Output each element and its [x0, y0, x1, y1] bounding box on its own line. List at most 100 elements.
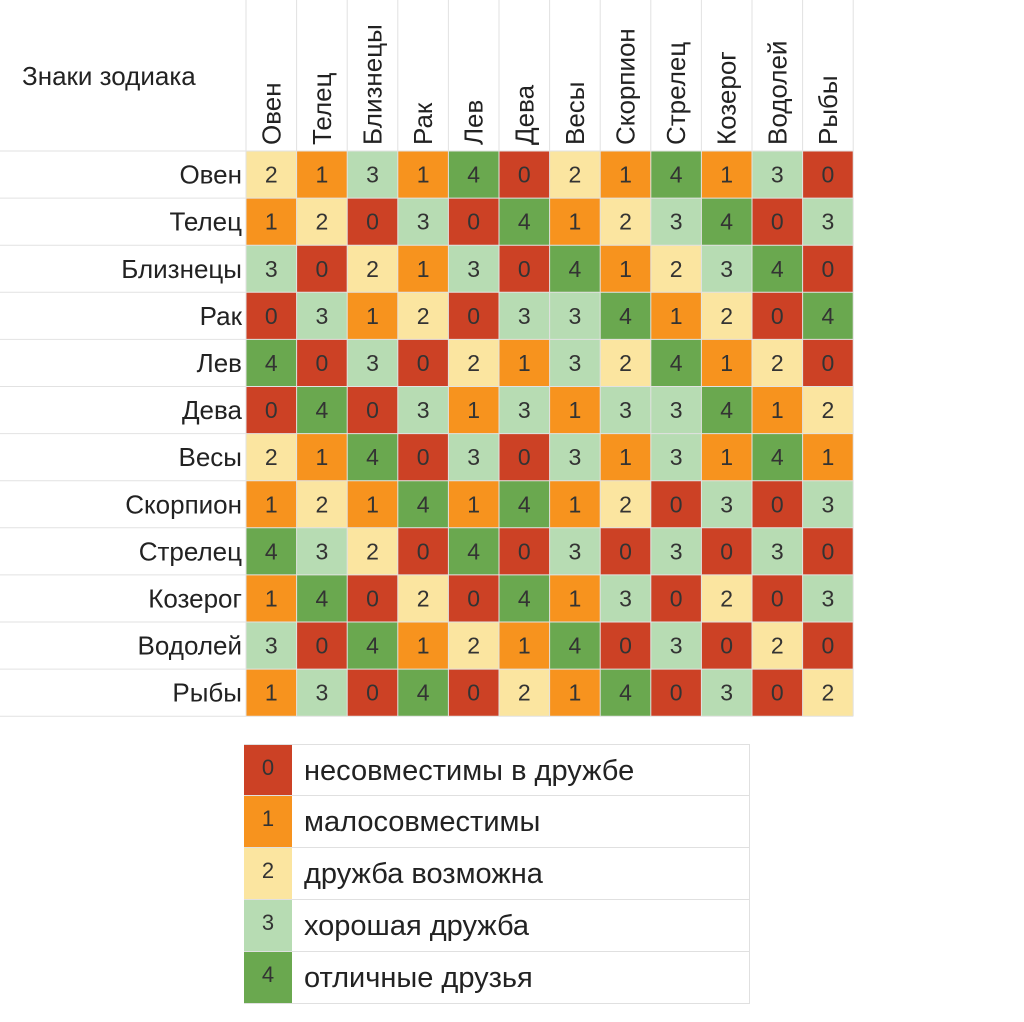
heatmap-cell	[549, 622, 601, 670]
row-label: Телец	[169, 207, 242, 237]
heatmap-cell	[246, 622, 297, 670]
heatmap-cell	[802, 669, 854, 717]
cell-value-label: 4	[720, 209, 733, 235]
cell-value-label: 3	[720, 256, 733, 282]
heatmap-cell	[397, 339, 449, 387]
cell-value-label: 0	[417, 350, 430, 376]
cell-value-label: 1	[720, 350, 733, 376]
heatmap-cell	[296, 433, 348, 481]
row-label: Весы	[179, 442, 243, 472]
heatmap-cell	[802, 574, 854, 622]
cell-value-label: 4	[822, 303, 835, 329]
column-label: Козерог	[712, 51, 742, 145]
cell-value-label: 0	[822, 350, 835, 376]
heatmap-cell	[650, 669, 702, 717]
heatmap-cell	[752, 198, 803, 246]
cell-value-label: 3	[518, 397, 531, 423]
cell-value-label: 2	[366, 538, 379, 564]
heatmap-cell	[397, 151, 449, 199]
cell-value-label: 0	[366, 680, 379, 706]
legend-item: 0 несовместимы в дружбе	[244, 744, 750, 796]
column-label: Водолей	[762, 41, 792, 145]
heatmap-cell	[397, 574, 449, 622]
cell-value-label: 2	[670, 256, 683, 282]
heatmap-cell	[549, 527, 601, 575]
heatmap-cell	[802, 386, 854, 434]
heatmap-cell	[296, 669, 348, 717]
cell-value-label: 4	[316, 397, 329, 423]
compatibility-heatmap: 2 1 3 1 4 0 2 1 4 1 3 0 1 2 0 3 0 4 1 2 3 4 0 3 3 0 2 1 3 0 4 1 2 3 4 0 0 3 1 2…	[0, 0, 854, 717]
cell-value-label: 2	[771, 350, 784, 376]
cell-value-label: 2	[467, 350, 480, 376]
heatmap-cell	[246, 245, 297, 293]
heatmap-cell	[650, 245, 702, 293]
heatmap-cell	[600, 669, 651, 717]
cell-value-label: 3	[670, 209, 683, 235]
cell-value-label: 0	[265, 303, 278, 329]
heatmap-cell	[296, 198, 348, 246]
cell-value-label: 0	[771, 303, 784, 329]
heatmap-cell	[802, 198, 854, 246]
legend-label: несовместимы в дружбе	[304, 755, 635, 787]
heatmap-cell	[701, 574, 752, 622]
heatmap-cell	[347, 574, 398, 622]
cell-value-label: 4	[417, 680, 430, 706]
cell-value-label: 0	[670, 585, 683, 611]
cell-value-label: 0	[366, 209, 379, 235]
heatmap-cell	[296, 339, 348, 387]
heatmap-cell	[499, 151, 550, 199]
cell-value-label: 0	[771, 680, 784, 706]
heatmap-cell	[701, 339, 752, 387]
cell-value-label: 4	[265, 538, 278, 564]
heatmap-cell	[246, 292, 297, 340]
heatmap-cell	[752, 527, 803, 575]
cell-value-label: 3	[670, 538, 683, 564]
heatmap-cell	[701, 527, 752, 575]
cell-value-label: 0	[771, 585, 784, 611]
cell-value-label: 3	[822, 491, 835, 517]
cell-value-label: 3	[619, 585, 632, 611]
heatmap-cell	[650, 433, 702, 481]
cell-value-label: 1	[265, 680, 278, 706]
cell-value-label: 0	[518, 256, 531, 282]
heatmap-cell	[600, 151, 651, 199]
heatmap-cell	[650, 574, 702, 622]
cell-value-label: 0	[518, 444, 531, 470]
cell-value-label: 0	[619, 633, 632, 659]
cell-value-label: 1	[316, 162, 329, 188]
cell-value-label: 0	[417, 538, 430, 564]
heatmap-cell	[296, 480, 348, 528]
column-label: Стрелец	[661, 42, 691, 145]
heatmap-cell	[347, 151, 398, 199]
cell-value-label: 0	[366, 585, 379, 611]
heatmap-cell	[347, 669, 398, 717]
heatmap-cell	[701, 386, 752, 434]
heatmap-cell	[549, 292, 601, 340]
heatmap-cell	[600, 480, 651, 528]
cell-value-label: 3	[822, 585, 835, 611]
legend-item: 3 хорошая дружба	[244, 900, 750, 952]
cell-value-label: 1	[316, 444, 329, 470]
heatmap-cell	[296, 245, 348, 293]
cell-value-label: 1	[771, 397, 784, 423]
heatmap-cell	[701, 151, 752, 199]
heatmap-cell	[752, 622, 803, 670]
heatmap-cell	[246, 339, 297, 387]
cell-value-label: 1	[366, 491, 379, 517]
heatmap-cell	[802, 622, 854, 670]
cell-value-label: 3	[366, 350, 379, 376]
cell-value-label: 1	[265, 585, 278, 611]
cell-value-label: 3	[771, 162, 784, 188]
heatmap-cell	[549, 433, 601, 481]
cell-value-label: 2	[316, 209, 329, 235]
heatmap-cell	[499, 339, 550, 387]
cell-value-label: 4	[670, 162, 683, 188]
heatmap-cell	[600, 433, 651, 481]
heatmap-cell	[246, 151, 297, 199]
heatmap-cell	[499, 669, 550, 717]
legend-swatch: 3	[244, 900, 292, 951]
cell-value-label: 3	[771, 538, 784, 564]
heatmap-cell	[246, 669, 297, 717]
cell-value-label: 2	[265, 162, 278, 188]
cell-value-label: 1	[569, 585, 582, 611]
